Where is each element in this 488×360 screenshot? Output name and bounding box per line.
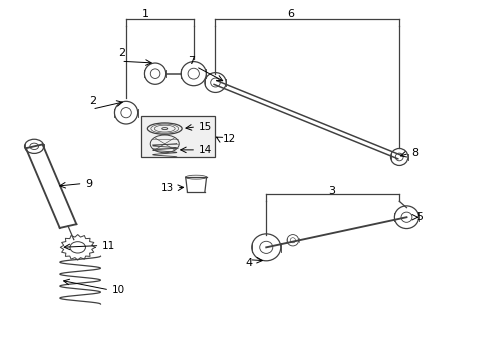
- Text: 1: 1: [142, 9, 148, 19]
- Text: 12: 12: [223, 134, 236, 144]
- Text: 11: 11: [102, 240, 115, 251]
- Text: 2: 2: [118, 48, 124, 58]
- Bar: [140, 116, 215, 157]
- Text: 5: 5: [415, 212, 422, 222]
- Text: 3: 3: [327, 186, 334, 196]
- Text: 6: 6: [286, 9, 293, 19]
- Text: 4: 4: [245, 258, 252, 268]
- Text: 8: 8: [410, 148, 418, 158]
- Text: 7: 7: [187, 56, 195, 66]
- Text: 15: 15: [198, 122, 211, 132]
- Text: 14: 14: [198, 145, 211, 155]
- Text: 9: 9: [85, 179, 92, 189]
- Text: 2: 2: [88, 95, 96, 105]
- Text: 13: 13: [161, 183, 174, 193]
- Text: 10: 10: [111, 285, 124, 295]
